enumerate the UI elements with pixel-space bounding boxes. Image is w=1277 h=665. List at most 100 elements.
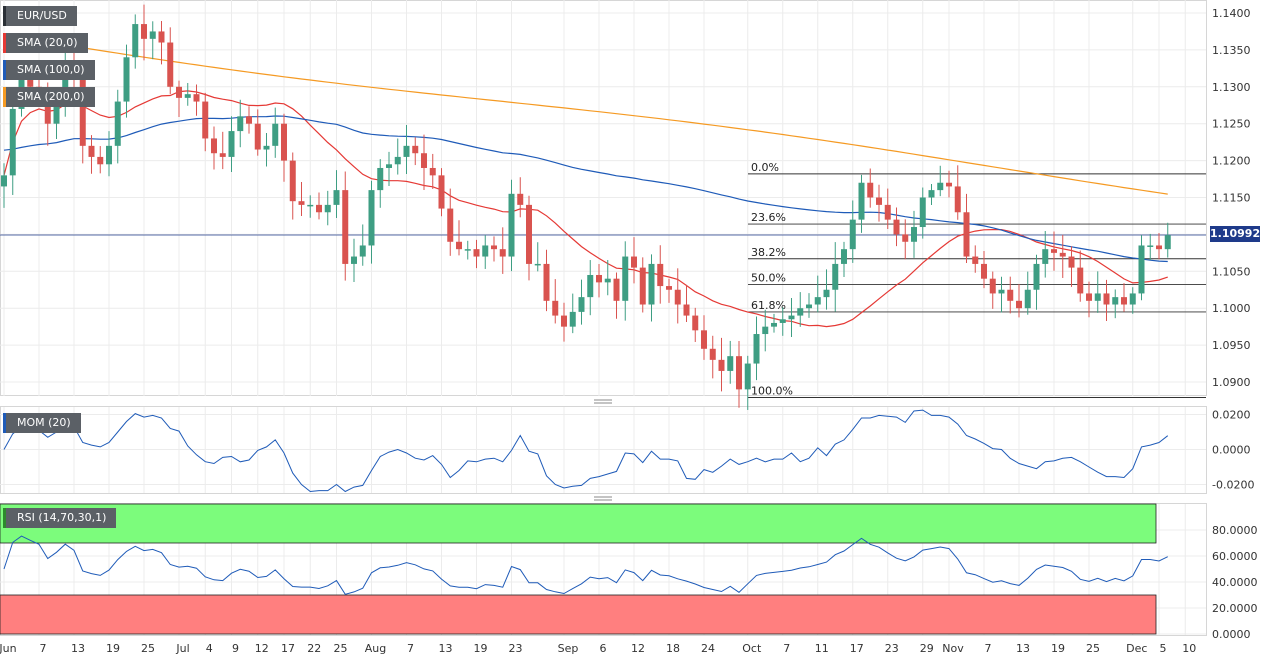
instrument-label[interactable]: EUR/USD [3, 6, 77, 26]
candle-body [508, 193, 515, 257]
candle-body [919, 197, 926, 228]
candle-body [613, 278, 620, 301]
candle-body [1164, 235, 1171, 250]
candle-body [989, 278, 996, 294]
x-tick-label: 7 [985, 642, 992, 655]
x-tick-label: 6 [600, 642, 607, 655]
rsi-overbought-zone [0, 503, 1157, 544]
candle-body [893, 219, 900, 235]
candle-body [736, 356, 742, 390]
candle-body [683, 304, 690, 316]
x-tick-label: 13 [439, 642, 453, 655]
candle-body [832, 263, 839, 290]
candle-body [482, 245, 489, 257]
candle-body [884, 204, 891, 220]
candle-body [814, 297, 821, 305]
mom-tick-label: 0.0200 [1212, 409, 1251, 422]
x-tick-label: 11 [815, 642, 829, 655]
price-tick-label: 1.1000 [1212, 302, 1251, 315]
sma-20-swatch [3, 33, 6, 53]
x-tick-label: 13 [71, 642, 85, 655]
mom-label[interactable]: MOM (20) [3, 413, 81, 433]
last-price-tag: 1.10992 [1210, 226, 1261, 242]
candle-body [491, 245, 497, 250]
sma-20-label[interactable]: SMA (20,0) [3, 33, 88, 53]
fib-level-label: 38.2% [751, 246, 786, 259]
candle-body [666, 286, 672, 290]
sma-200-label[interactable]: SMA (200,0) [3, 87, 95, 107]
x-tick-label: 22 [307, 642, 321, 655]
candle-body [911, 227, 917, 242]
x-tick-label: 25 [334, 642, 348, 655]
rsi-zones [0, 503, 1157, 635]
rsi-label[interactable]: RSI (14,70,30,1) [3, 508, 117, 528]
sma-100-label[interactable]: SMA (100,0) [3, 60, 95, 80]
candle-body [298, 201, 305, 205]
candle-body [928, 190, 935, 198]
rsi-panel-frame [0, 503, 1207, 636]
candle-body [569, 311, 576, 327]
candle-body [342, 190, 349, 264]
candle-body [421, 153, 427, 168]
candle-body [412, 145, 419, 154]
candle-body [211, 138, 217, 154]
x-tick-label: 7 [40, 642, 47, 655]
candle-body [1147, 245, 1154, 247]
sma-100-text: SMA (100,0) [17, 63, 85, 76]
candle-body [246, 116, 252, 124]
x-tick-label: Jun [0, 642, 17, 655]
x-tick-label: 7 [407, 642, 414, 655]
candle-body [237, 116, 244, 132]
candle-body [88, 145, 95, 157]
candle-body [324, 204, 331, 213]
candle-body [998, 289, 1005, 294]
candle-body [1024, 289, 1031, 309]
price-tick-label: 1.1400 [1212, 7, 1251, 20]
candle-body [806, 304, 812, 309]
candle-body [876, 197, 882, 205]
price-tick-label: 1.1250 [1212, 118, 1251, 131]
candle-body [53, 101, 60, 124]
x-tick-label: Dec [1126, 642, 1147, 655]
candle-body [456, 241, 462, 250]
candle-body [1068, 256, 1075, 268]
candle-body [753, 334, 760, 364]
candle-body [526, 204, 532, 264]
candle-body [727, 356, 734, 371]
candle-body [788, 315, 795, 320]
x-tick-label: 10 [1182, 642, 1196, 655]
candle-body [176, 86, 182, 98]
x-tick-label: 9 [232, 642, 239, 655]
x-tick-label: 12 [631, 642, 645, 655]
candle-body [639, 267, 646, 305]
candle-body [447, 208, 454, 242]
candle-body [718, 359, 725, 371]
rsi-text: RSI (14,70,30,1) [17, 511, 107, 524]
mom-tick-label: 0.0000 [1212, 444, 1251, 457]
candle-body [228, 131, 235, 157]
candle-body [167, 42, 174, 87]
x-tick-label: 18 [666, 642, 680, 655]
candle-body [289, 160, 296, 202]
candle-body [1112, 297, 1119, 305]
candle-body [963, 212, 970, 257]
candle-body [263, 145, 270, 150]
fib-level-label: 61.8% [751, 299, 786, 312]
x-tick-label: Aug [365, 642, 386, 655]
candle-body [797, 308, 804, 316]
sma-20-text: SMA (20,0) [17, 36, 78, 49]
candle-body [219, 153, 226, 157]
candle-body [184, 94, 191, 98]
candle-body [97, 156, 104, 165]
x-tick-label: 24 [701, 642, 715, 655]
candle-body [351, 256, 357, 264]
candle-body [543, 263, 550, 301]
candle-body [114, 101, 121, 146]
candle-body [937, 182, 944, 191]
x-tick-label: 12 [255, 642, 269, 655]
fib-level-label: 0.0% [751, 161, 779, 174]
axes: Jun 7 13 19 25 Jul 4 9 12 17 22 25 Aug 7 13 19 23 Sep 6 12 1… [0, 7, 1258, 655]
candle-body [132, 24, 139, 58]
candle-body [1094, 293, 1101, 301]
